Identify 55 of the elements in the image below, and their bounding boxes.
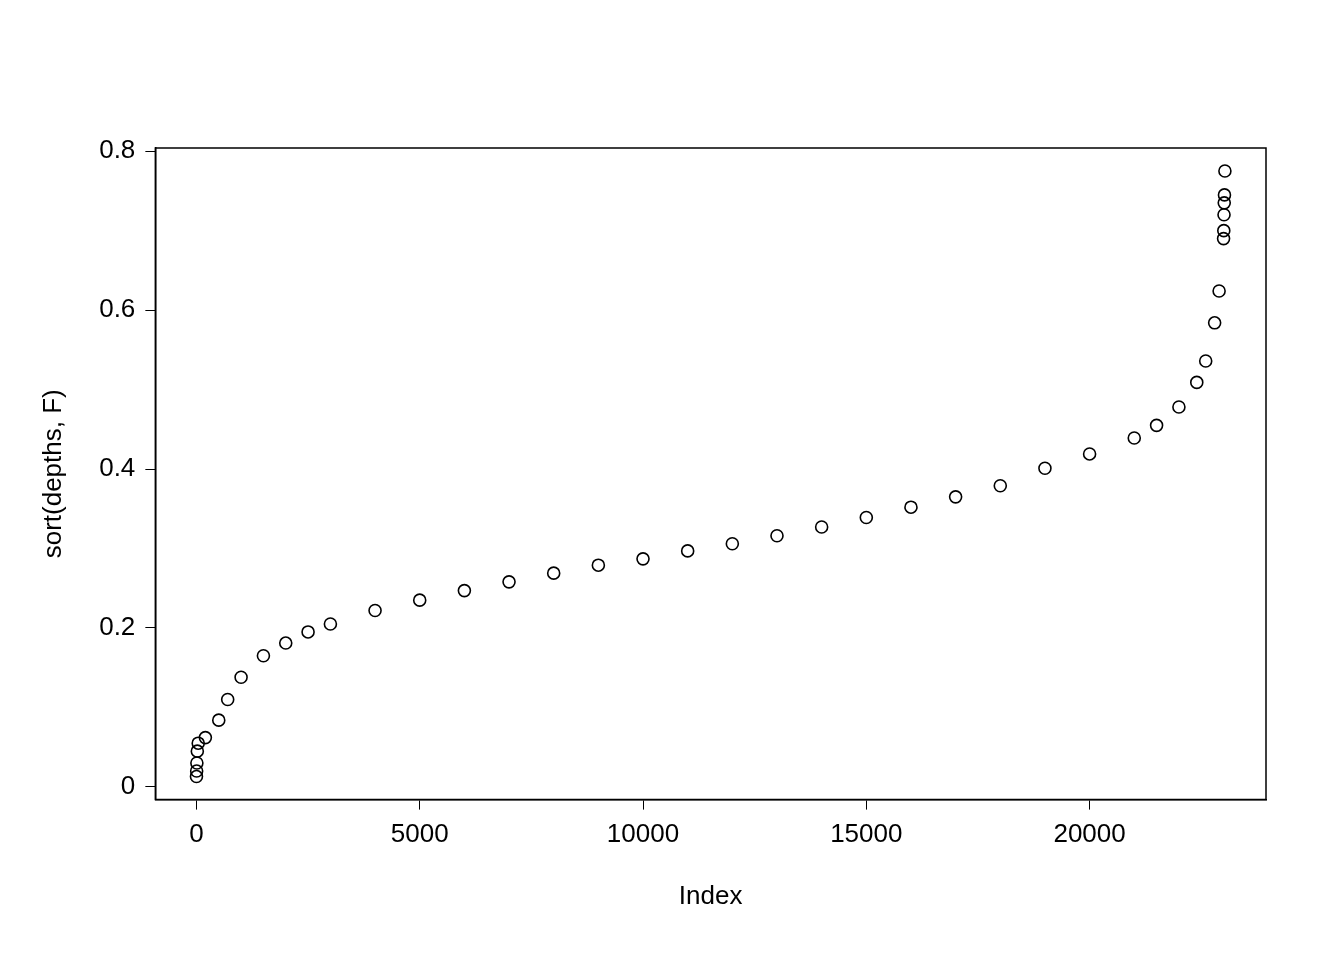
- y-tick-label: 0.6: [99, 293, 136, 324]
- point: [412, 593, 427, 607]
- point: [368, 603, 382, 618]
- x-tick-label: 0: [189, 818, 204, 849]
- point: [1198, 354, 1213, 368]
- point: [1218, 164, 1232, 178]
- y-tick-label: 0.4: [99, 452, 136, 483]
- x-tick-label: 15000: [830, 818, 903, 849]
- point: [1207, 316, 1222, 330]
- point: [904, 500, 918, 514]
- point: [948, 490, 963, 504]
- point: [457, 583, 472, 598]
- point: [993, 478, 1008, 493]
- point: [1217, 223, 1231, 238]
- x-tick-label: 20000: [1053, 818, 1126, 849]
- point: [191, 736, 206, 750]
- point: [190, 756, 204, 770]
- point: [725, 536, 740, 551]
- y-tick-label: 0.8: [99, 134, 136, 165]
- point: [1217, 196, 1232, 210]
- point: [814, 520, 829, 534]
- point: [1038, 461, 1052, 476]
- point: [1172, 400, 1186, 414]
- point: [680, 544, 695, 558]
- point: [1216, 231, 1231, 246]
- point: [636, 552, 650, 566]
- x-axis-title: Index: [678, 879, 743, 910]
- point: [1217, 207, 1231, 222]
- point: [1189, 375, 1204, 390]
- y-tick-label: 0: [120, 770, 136, 801]
- point: [211, 713, 226, 727]
- point: [502, 575, 516, 589]
- point: [1212, 284, 1226, 298]
- point: [189, 769, 204, 784]
- y-axis-title: sort(depths, F): [36, 389, 67, 559]
- point: [1149, 418, 1164, 433]
- point: [1082, 447, 1097, 461]
- point: [220, 692, 235, 707]
- point: [189, 764, 204, 778]
- point: [198, 730, 213, 745]
- point: [770, 528, 784, 543]
- point: [546, 566, 561, 580]
- point: [301, 625, 315, 639]
- point: [190, 744, 205, 758]
- point: [859, 510, 874, 525]
- x-tick-label: 5000: [390, 818, 449, 849]
- point: [234, 670, 248, 685]
- point: [278, 636, 293, 650]
- y-tick-label: 0.2: [99, 611, 136, 642]
- point: [1217, 188, 1232, 202]
- point: [1127, 431, 1142, 445]
- point: [323, 617, 338, 631]
- point: [256, 648, 271, 663]
- x-tick-label: 10000: [606, 818, 680, 849]
- point: [591, 558, 606, 572]
